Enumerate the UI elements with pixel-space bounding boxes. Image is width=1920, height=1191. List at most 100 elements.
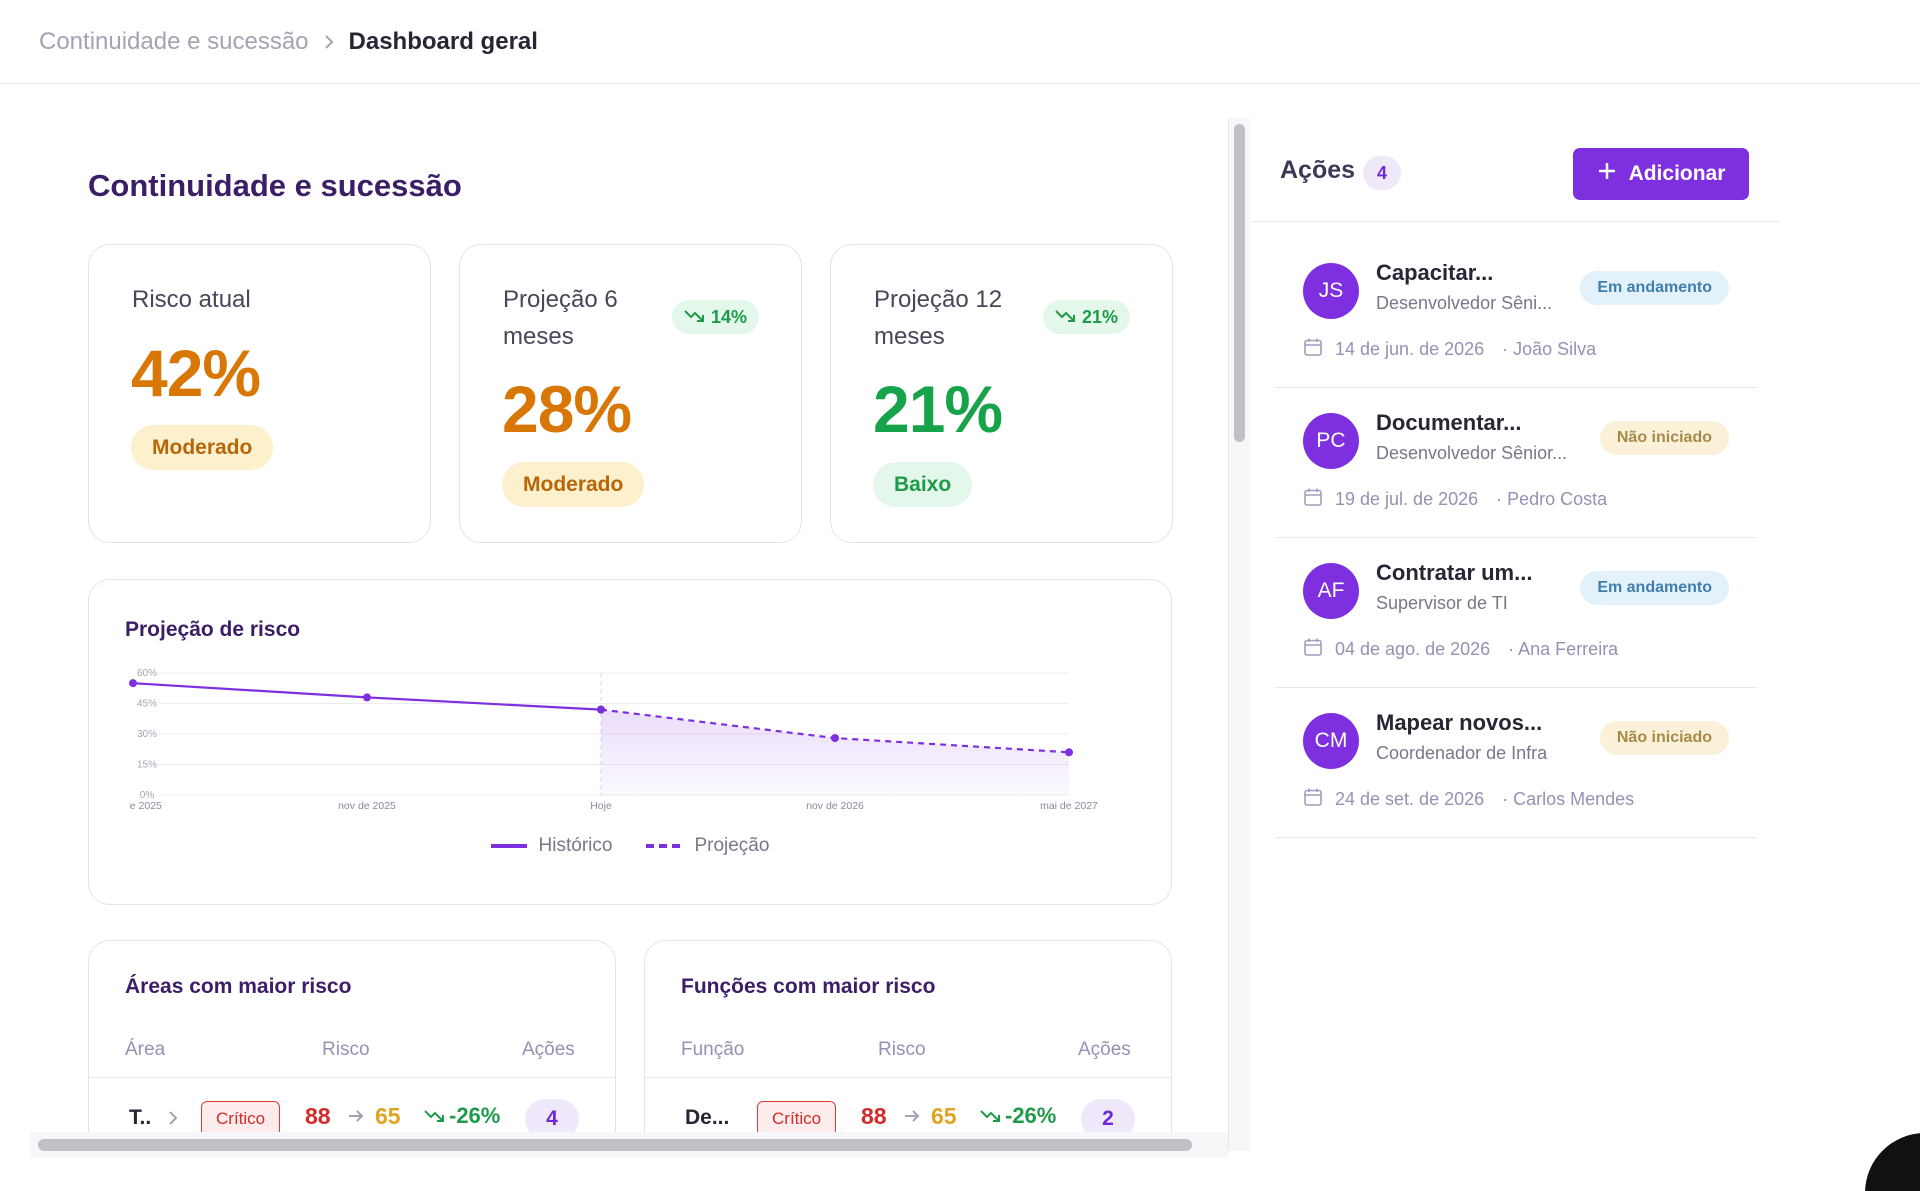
y-tick-label: 60% [137, 668, 157, 679]
risk-from-value: 88 [305, 1103, 331, 1129]
action-title: Contratar um... [1376, 560, 1533, 585]
y-tick-label: 30% [137, 729, 157, 740]
add-action-label: Adicionar [1628, 162, 1726, 185]
action-item[interactable]: PC Documentar... Desenvolvedor Sênior... Nã… [1275, 388, 1757, 538]
column-header-function[interactable]: Função [681, 1039, 745, 1060]
x-tick-label: mai de 2027 [1040, 800, 1098, 812]
kpi-value: 28% [502, 372, 632, 446]
x-tick-label: nov de 2025 [338, 800, 396, 812]
arrow-right-icon [903, 1107, 921, 1130]
area-name: T.. [129, 1106, 152, 1129]
risk-level-badge: Moderado [131, 425, 274, 470]
x-tick-label: nov de 2026 [806, 800, 864, 812]
column-header-risk[interactable]: Risco [322, 1039, 370, 1060]
action-meta: 14 de jun. de 2026 · João Silva [1303, 337, 1596, 362]
functions-risk-table: Funções com maior risco Função Risco Açõ… [644, 940, 1172, 1150]
trend-badge: 21% [1042, 300, 1130, 334]
add-action-button[interactable]: Adicionar [1573, 148, 1749, 200]
areas-risk-table: Áreas com maior risco Área Risco Ações T… [88, 940, 616, 1150]
y-tick-label: 0% [140, 790, 155, 801]
risk-delta: -26% [980, 1103, 1056, 1129]
calendar-icon [1303, 337, 1323, 362]
projection-area [601, 709, 1069, 795]
table-title: Funções com maior risco [681, 975, 936, 998]
action-date: 14 de jun. de 2026 [1335, 339, 1485, 359]
action-meta: 19 de jul. de 2026 · Pedro Costa [1303, 487, 1607, 512]
action-item[interactable]: CM Mapear novos... Coordenador de Infra Não… [1275, 688, 1757, 838]
y-tick-label: 45% [137, 699, 157, 710]
legend-solid-line-icon [490, 844, 527, 848]
calendar-icon [1303, 787, 1323, 812]
vertical-scrollbar-thumb[interactable] [1234, 124, 1245, 442]
chart-title: Projeção de risco [125, 618, 301, 641]
function-name: De... [685, 1106, 730, 1129]
legend-label: Histórico [538, 835, 613, 856]
vertical-scrollbar[interactable] [1228, 118, 1250, 1151]
column-header-actions[interactable]: Ações [522, 1039, 575, 1060]
page-title: Continuidade e sucessão [88, 168, 462, 203]
breadcrumb-current: Dashboard geral [348, 27, 538, 55]
table-title: Áreas com maior risco [125, 975, 352, 998]
action-item[interactable]: JS Capacitar... Desenvolvedor Sêni... Em an… [1275, 238, 1757, 388]
risk-to-value: 65 [931, 1103, 957, 1129]
trend-down-icon [424, 1103, 446, 1129]
avatar: JS [1303, 263, 1359, 319]
action-title: Mapear novos... [1376, 710, 1543, 735]
status-badge: Em andamento [1580, 571, 1729, 605]
calendar-icon [1303, 487, 1323, 512]
actions-panel-header: Ações 4 Adicionar [1251, 118, 1779, 222]
status-badge: Em andamento [1580, 271, 1729, 305]
table-row[interactable]: T.. Crítico 88 65 -26% 4 [89, 1099, 615, 1145]
data-point [129, 679, 137, 688]
action-role: Desenvolvedor Sênior... [1376, 443, 1568, 463]
action-role: Desenvolvedor Sêni... [1376, 293, 1553, 313]
action-role: Supervisor de TI [1376, 593, 1508, 613]
plus-icon [1597, 161, 1617, 187]
y-tick-label: 15% [137, 760, 157, 771]
action-owner: · Ana Ferreira [1508, 639, 1619, 659]
divider [89, 1077, 615, 1078]
main-content: Continuidade e sucessão Risco atual 42% … [30, 118, 1230, 1151]
trend-down-icon [1055, 307, 1077, 328]
horizontal-scrollbar-thumb[interactable] [38, 1139, 1192, 1151]
avatar: PC [1303, 413, 1359, 469]
chart-legend: Histórico Projeção [89, 835, 1171, 857]
action-title: Capacitar... [1376, 260, 1494, 285]
legend-item-historico[interactable]: Histórico [490, 835, 613, 857]
kpi-card-projection-12m: Projeção 12 meses 21% 21% Baixo [830, 244, 1173, 543]
risk-level-badge: Baixo [873, 462, 973, 507]
breadcrumb: Continuidade e sucessão Dashboard geral [0, 0, 1920, 84]
legend-dashed-line-icon [646, 844, 683, 848]
action-item[interactable]: AF Contratar um... Supervisor de TI Em anda… [1275, 538, 1757, 688]
kpi-title: Projeção 6 meses [503, 286, 618, 350]
action-date: 24 de set. de 2026 [1335, 789, 1485, 809]
avatar: AF [1303, 563, 1359, 619]
risk-projection-chart-card: Projeção de risco 60% 45% 30% 15% 0% mai de 2… [88, 579, 1172, 905]
risk-projection-chart: 60% 45% 30% 15% 0%mai de 2025 nov de 2025 Hoje… [129, 668, 1098, 812]
table-row[interactable]: De... Crítico 88 65 -26% 2 [645, 1099, 1171, 1145]
action-date: 04 de ago. de 2026 [1335, 639, 1491, 659]
horizontal-scrollbar[interactable] [30, 1132, 1228, 1158]
chevron-right-icon[interactable] [167, 1109, 179, 1132]
legend-label: Projeção [694, 835, 770, 856]
data-point [363, 693, 371, 702]
risk-level-badge: Moderado [502, 462, 645, 507]
delta-value: -26% [1005, 1103, 1057, 1128]
data-point [1065, 748, 1073, 757]
trend-value: 21% [1081, 306, 1118, 327]
action-owner: · João Silva [1502, 339, 1597, 359]
kpi-card-current-risk: Risco atual 42% Moderado [88, 244, 431, 543]
status-badge: Não iniciado [1599, 721, 1729, 755]
column-header-risk[interactable]: Risco [878, 1039, 926, 1060]
critical-badge: Crítico [201, 1101, 281, 1137]
trend-down-icon [980, 1103, 1002, 1129]
column-header-area[interactable]: Área [125, 1039, 166, 1060]
action-owner: · Pedro Costa [1496, 489, 1608, 509]
status-badge: Não iniciado [1599, 421, 1729, 455]
action-date: 19 de jul. de 2026 [1335, 489, 1479, 509]
legend-item-projecao[interactable]: Projeção [646, 835, 769, 857]
calendar-icon [1303, 637, 1323, 662]
divider [645, 1077, 1171, 1078]
column-header-actions[interactable]: Ações [1078, 1039, 1131, 1060]
breadcrumb-parent-link[interactable]: Continuidade e sucessão [39, 27, 309, 55]
